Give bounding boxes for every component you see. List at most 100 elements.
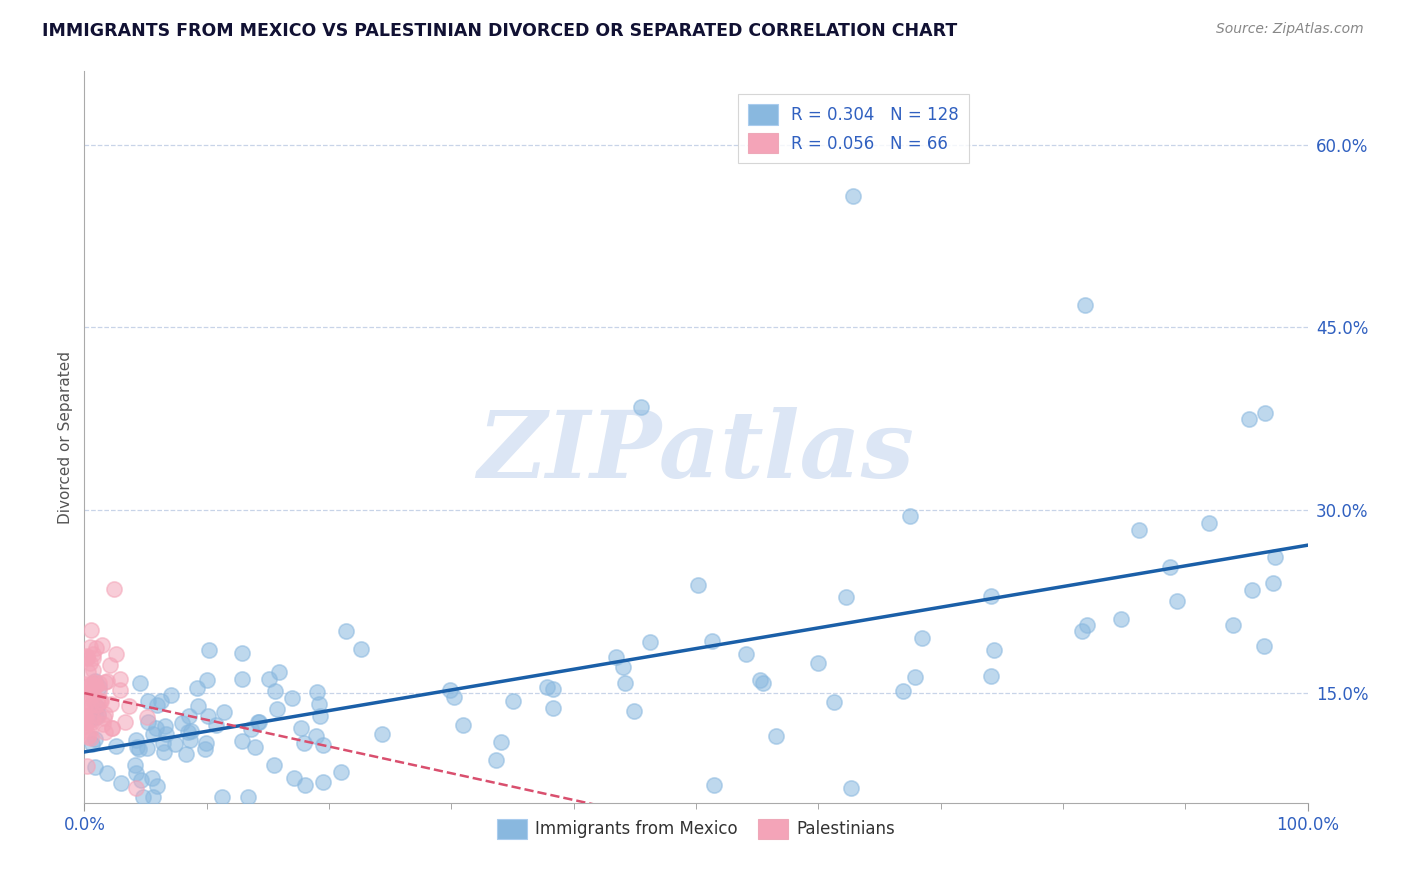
- Point: [73, 701, 96, 715]
- Point: [197, 709, 219, 723]
- Point: [195, 736, 218, 750]
- Point: [82, 712, 104, 726]
- Point: [89, 684, 111, 698]
- Point: [891, 684, 914, 698]
- Point: [129, 773, 152, 788]
- Point: [335, 624, 357, 638]
- Point: [75, 713, 97, 727]
- Point: [83, 674, 105, 689]
- Point: [612, 660, 634, 674]
- Point: [79, 679, 101, 693]
- Point: [329, 765, 352, 780]
- Point: [136, 710, 159, 724]
- Point: [87, 676, 110, 690]
- Point: [195, 673, 218, 687]
- Point: [281, 691, 304, 706]
- Point: [84, 710, 107, 724]
- Point: [179, 724, 201, 739]
- Point: [491, 735, 513, 749]
- Point: [911, 632, 934, 646]
- Point: [443, 690, 465, 704]
- Point: [83, 698, 105, 712]
- Point: [108, 673, 131, 687]
- Point: [502, 694, 524, 708]
- Point: [605, 650, 627, 665]
- Point: [84, 677, 107, 691]
- Text: Source: ZipAtlas.com: Source: ZipAtlas.com: [1216, 22, 1364, 37]
- Point: [308, 709, 330, 723]
- Point: [1109, 612, 1132, 626]
- Point: [269, 665, 291, 679]
- Point: [104, 647, 127, 661]
- Point: [245, 740, 267, 755]
- Point: [543, 682, 565, 697]
- Point: [1128, 523, 1150, 537]
- Point: [155, 727, 177, 741]
- Point: [149, 694, 172, 708]
- Point: [82, 647, 104, 661]
- Point: [125, 740, 148, 755]
- Point: [1076, 618, 1098, 632]
- Point: [205, 718, 228, 732]
- Point: [439, 683, 461, 698]
- Point: [835, 591, 858, 605]
- Point: [87, 709, 110, 723]
- Point: [371, 727, 394, 741]
- Point: [75, 648, 97, 663]
- Point: [79, 678, 101, 692]
- Point: [305, 729, 328, 743]
- Point: [136, 714, 159, 729]
- Point: [163, 737, 186, 751]
- Point: [86, 699, 108, 714]
- Point: [1261, 576, 1284, 591]
- Point: [76, 650, 98, 665]
- Point: [1166, 594, 1188, 608]
- Point: [77, 723, 100, 738]
- Point: [177, 709, 200, 723]
- Point: [1198, 516, 1220, 530]
- Point: [100, 721, 122, 735]
- Point: [703, 778, 725, 792]
- Point: [100, 657, 122, 672]
- Point: [132, 789, 155, 804]
- Point: [1253, 639, 1275, 653]
- Point: [1071, 624, 1094, 639]
- Point: [82, 663, 104, 677]
- Point: [76, 686, 98, 700]
- Point: [193, 742, 215, 756]
- Point: [100, 697, 122, 711]
- Point: [82, 688, 104, 702]
- Point: [125, 781, 148, 796]
- Point: [765, 730, 787, 744]
- Point: [308, 697, 330, 711]
- Point: [105, 739, 128, 754]
- Point: [1254, 406, 1277, 420]
- Point: [75, 709, 97, 723]
- Point: [136, 740, 159, 755]
- Point: [87, 697, 110, 711]
- Point: [238, 789, 260, 804]
- Point: [84, 641, 107, 656]
- Point: [128, 742, 150, 756]
- Point: [983, 642, 1005, 657]
- Point: [211, 789, 233, 804]
- Point: [292, 736, 315, 750]
- Text: ZIPatlas: ZIPatlas: [478, 407, 914, 497]
- Point: [75, 686, 97, 700]
- Point: [84, 732, 107, 747]
- Point: [79, 731, 101, 745]
- Point: [841, 188, 863, 202]
- Point: [125, 733, 148, 747]
- Point: [73, 715, 96, 730]
- Point: [96, 765, 118, 780]
- Point: [82, 651, 104, 665]
- Point: [83, 679, 105, 693]
- Point: [124, 757, 146, 772]
- Point: [93, 706, 115, 721]
- Point: [110, 776, 132, 790]
- Point: [146, 779, 169, 793]
- Point: [980, 589, 1002, 603]
- Point: [485, 752, 508, 766]
- Point: [87, 707, 110, 722]
- Point: [80, 714, 103, 729]
